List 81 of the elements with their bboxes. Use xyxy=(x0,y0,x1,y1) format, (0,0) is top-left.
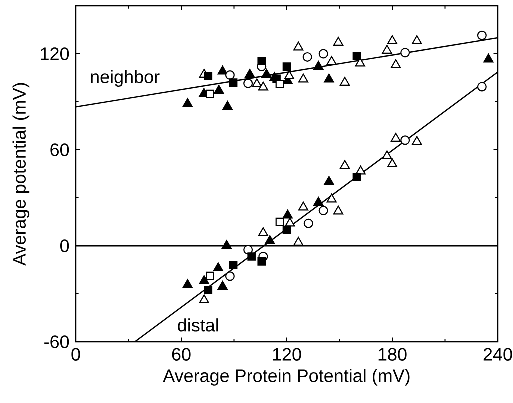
point xyxy=(387,35,398,44)
point xyxy=(204,286,213,294)
annotation: distal xyxy=(178,318,218,332)
point xyxy=(324,176,334,186)
point xyxy=(477,30,487,40)
y-tick-label: 60 xyxy=(50,144,70,156)
point xyxy=(314,197,324,206)
x-tick-label: 60 xyxy=(172,348,191,361)
y-tick-label: -60 xyxy=(44,336,70,348)
point xyxy=(298,74,309,83)
point xyxy=(276,218,284,226)
point xyxy=(390,59,402,68)
point xyxy=(387,158,398,168)
point xyxy=(285,218,296,227)
point xyxy=(245,69,256,78)
point xyxy=(262,69,272,78)
point xyxy=(326,56,337,66)
point xyxy=(298,202,309,211)
point xyxy=(218,281,228,290)
point xyxy=(244,78,254,88)
point xyxy=(352,173,362,182)
point xyxy=(400,136,410,146)
annotation: neighbor xyxy=(91,70,160,88)
point xyxy=(252,78,262,88)
point xyxy=(284,70,295,80)
point xyxy=(294,237,304,246)
point xyxy=(304,218,314,228)
point xyxy=(326,194,337,203)
point xyxy=(206,272,214,280)
point xyxy=(382,45,392,54)
x-tick-label: 120 xyxy=(273,348,302,361)
point xyxy=(218,66,228,75)
x-axis-title: Average Protein Potential (mV) xyxy=(163,369,410,386)
point xyxy=(229,261,238,270)
point xyxy=(182,279,193,288)
point xyxy=(318,206,328,216)
point xyxy=(248,252,256,261)
point xyxy=(276,80,284,89)
point xyxy=(182,98,193,108)
point xyxy=(333,206,344,215)
point xyxy=(412,35,422,44)
point xyxy=(484,54,494,63)
point xyxy=(222,240,232,250)
point xyxy=(199,275,210,284)
point xyxy=(412,136,422,146)
point xyxy=(265,235,276,244)
point xyxy=(258,258,266,266)
point xyxy=(400,48,410,58)
point xyxy=(282,226,292,234)
point xyxy=(204,72,213,81)
x-tick-label: 240 xyxy=(484,348,512,361)
point xyxy=(294,42,304,51)
point xyxy=(340,160,350,170)
point xyxy=(282,210,293,219)
point xyxy=(213,262,224,272)
point xyxy=(318,49,328,59)
y-axis-title: Average potential (mV) xyxy=(12,83,30,266)
point xyxy=(225,272,235,282)
point xyxy=(282,62,292,71)
point xyxy=(314,61,324,70)
point xyxy=(206,90,214,98)
point xyxy=(382,150,392,160)
point xyxy=(324,74,334,83)
x-tick-label: 180 xyxy=(378,348,407,361)
point xyxy=(229,78,238,87)
point xyxy=(477,82,487,92)
point xyxy=(258,82,268,91)
y-tick-label: 0 xyxy=(60,240,70,252)
point xyxy=(258,227,268,236)
point xyxy=(333,37,344,46)
point xyxy=(225,70,235,80)
point xyxy=(214,85,224,94)
point xyxy=(302,52,312,62)
point xyxy=(199,294,210,304)
point xyxy=(222,101,233,110)
point xyxy=(390,133,402,142)
x-tick-label: 0 xyxy=(72,348,80,361)
y-tick-label: 120 xyxy=(41,48,70,60)
point xyxy=(258,57,266,66)
point xyxy=(352,52,362,60)
point xyxy=(340,77,350,86)
